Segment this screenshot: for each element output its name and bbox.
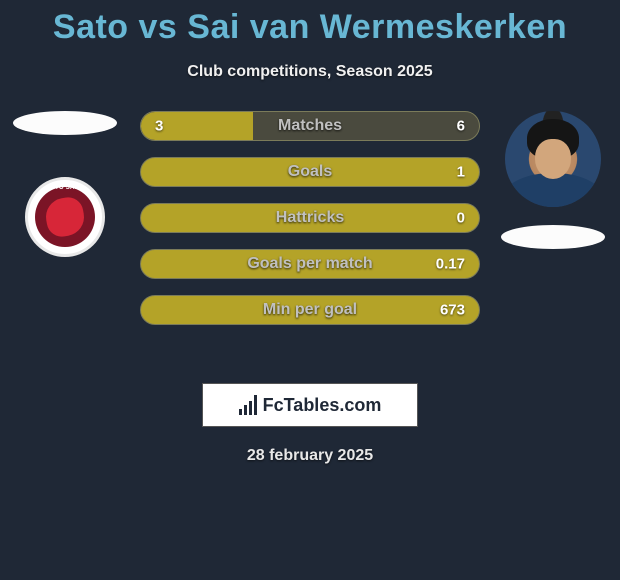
- stat-label: Goals per match: [247, 255, 372, 273]
- logo-bars-icon: [239, 395, 257, 415]
- date-text: 28 february 2025: [0, 447, 620, 465]
- left-name-pill: [13, 111, 117, 135]
- stat-right-value: 0.17: [436, 256, 465, 273]
- left-player-column: KYOTO SANGA: [8, 111, 122, 257]
- stat-right-value: 6: [457, 118, 465, 135]
- stat-row-goals-per-match: Goals per match 0.17: [140, 249, 480, 279]
- logo-text: FcTables.com: [263, 395, 382, 416]
- main-area: KYOTO SANGA 3 Matches 6 Goals 1 Hattricks 0 Goa…: [0, 111, 620, 371]
- stat-row-matches: 3 Matches 6: [140, 111, 480, 141]
- crest-text: KYOTO SANGA: [35, 185, 95, 191]
- right-name-pill: [501, 225, 605, 249]
- right-player-column: [496, 111, 610, 249]
- player-shoulders: [505, 173, 601, 207]
- stat-bars: 3 Matches 6 Goals 1 Hattricks 0 Goals per match…: [140, 111, 480, 341]
- stat-row-hattricks: Hattricks 0: [140, 203, 480, 233]
- stat-row-goals: Goals 1: [140, 157, 480, 187]
- left-club-crest: KYOTO SANGA: [25, 177, 105, 257]
- stat-right-value: 673: [440, 302, 465, 319]
- page-subtitle: Club competitions, Season 2025: [0, 63, 620, 81]
- crest-lion-icon: [43, 195, 87, 239]
- stat-row-min-per-goal: Min per goal 673: [140, 295, 480, 325]
- stat-right-value: 1: [457, 164, 465, 181]
- stat-right-value: 0: [457, 210, 465, 227]
- crest-inner: KYOTO SANGA: [35, 187, 95, 247]
- stat-label: Min per goal: [263, 301, 357, 319]
- stat-label: Goals: [288, 163, 332, 181]
- fctables-logo[interactable]: FcTables.com: [202, 383, 418, 427]
- comparison-card: Sato vs Sai van Wermeskerken Club compet…: [0, 0, 620, 580]
- stat-label: Matches: [278, 117, 342, 135]
- stat-label: Hattricks: [276, 209, 344, 227]
- stat-left-value: 3: [155, 118, 163, 135]
- right-player-photo: [505, 111, 601, 207]
- page-title: Sato vs Sai van Wermeskerken: [0, 0, 620, 47]
